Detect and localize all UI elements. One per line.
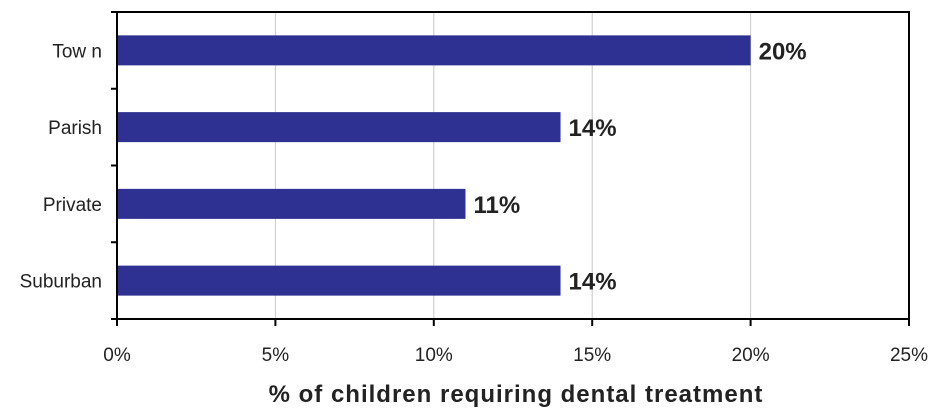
bars: [118, 35, 751, 296]
x-axis-title: % of children requiring dental treatment: [269, 381, 764, 408]
data-label: 14%: [569, 269, 617, 296]
x-tick-label: 0%: [103, 345, 131, 366]
bar: [118, 112, 561, 143]
category-label: Suburban: [20, 272, 102, 293]
category-labels: Tow n Parish Private Suburban: [20, 41, 102, 292]
bar: [118, 188, 466, 219]
category-label: Parish: [48, 118, 102, 139]
x-tick-label: 5%: [262, 345, 290, 366]
category-label: Tow n: [52, 41, 102, 62]
y-axis-ticks: [111, 11, 117, 320]
data-label: 14%: [569, 115, 617, 142]
x-axis-ticks: [116, 319, 910, 326]
x-tick-labels: 0% 5% 10% 15% 20% 25%: [103, 345, 928, 366]
x-tick-label: 20%: [732, 345, 770, 366]
bar: [118, 35, 751, 66]
bar: [118, 265, 561, 296]
category-label: Private: [43, 195, 102, 216]
x-tick-label: 25%: [890, 345, 928, 366]
data-label: 20%: [759, 38, 807, 65]
data-labels: 20% 14% 11% 14%: [473, 38, 806, 295]
data-label: 11%: [473, 192, 520, 219]
x-tick-label: 15%: [573, 345, 611, 366]
x-tick-label: 10%: [415, 345, 453, 366]
